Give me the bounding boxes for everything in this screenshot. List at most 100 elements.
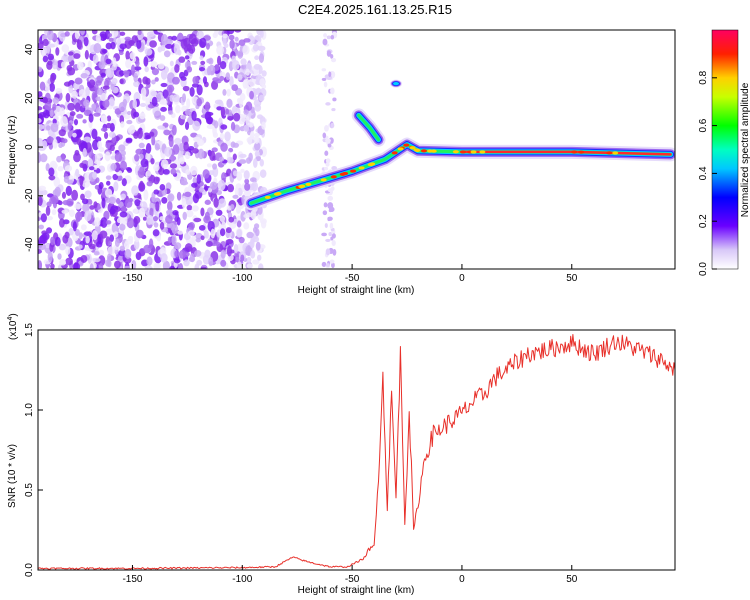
noise-cell <box>184 121 190 131</box>
x-tick-label: 0 <box>459 574 465 585</box>
noise-cell <box>239 153 247 159</box>
noise-cell <box>144 66 149 73</box>
noise-cell <box>236 261 242 269</box>
noise-cell <box>50 122 59 133</box>
noise-cell <box>88 166 95 171</box>
noise-cell <box>254 151 260 157</box>
noise-cell <box>48 167 55 177</box>
noise-cell <box>153 176 160 185</box>
noise-cell <box>55 87 63 94</box>
noise-cell <box>112 173 118 181</box>
noise-cell <box>50 236 55 246</box>
noise-cell <box>72 132 77 138</box>
noise-cell <box>154 143 160 151</box>
noise-cell <box>44 101 52 110</box>
noise-cell <box>140 87 147 98</box>
noise-cell <box>160 82 168 88</box>
noise-cell <box>58 218 65 228</box>
noise-cell <box>202 76 208 85</box>
colorbar-ticks: 0.0 0.2 0.4 0.6 0.8 <box>698 70 717 276</box>
noise-cell <box>63 176 70 184</box>
noise-cell <box>151 68 160 76</box>
noise-cell <box>200 235 205 241</box>
noise-cell <box>182 85 190 92</box>
noise-cell <box>38 196 43 207</box>
noise-cell <box>120 121 125 128</box>
noise-cell <box>133 239 140 250</box>
noise-cell <box>105 175 112 180</box>
noise-cell <box>254 55 260 60</box>
noise-cell <box>50 195 59 204</box>
noise-cell <box>84 190 92 199</box>
noise-cell <box>108 37 114 42</box>
noise-cell <box>199 37 207 49</box>
snr-y-multiplier: (x104) <box>7 313 19 340</box>
noise-cell <box>41 34 48 40</box>
track-peak <box>298 184 305 189</box>
noise-cell <box>45 163 50 172</box>
noise-cell <box>321 68 327 72</box>
noise-cell <box>222 35 227 46</box>
noise-cell <box>131 185 139 196</box>
noise-cell <box>228 147 234 153</box>
noise-cell <box>234 186 239 197</box>
noise-cell <box>106 115 112 122</box>
noise-cell <box>163 129 171 136</box>
noise-cell <box>109 234 115 242</box>
noise-cell <box>243 222 250 230</box>
noise-cell <box>75 229 80 237</box>
noise-cell <box>174 250 180 258</box>
noise-cell <box>255 75 261 83</box>
noise-cell <box>182 211 187 221</box>
noise-cell <box>98 60 106 70</box>
track-peak <box>339 172 346 176</box>
noise-cell <box>170 222 175 231</box>
noise-cell <box>119 160 128 171</box>
noise-cell <box>106 67 114 78</box>
noise-cell <box>91 230 98 241</box>
noise-cell <box>120 193 127 200</box>
noise-cell <box>136 40 142 49</box>
noise-cell <box>151 79 156 85</box>
colorbar: 0.0 0.2 0.4 0.6 0.8 Normalized spectral ampl… <box>698 29 750 276</box>
noise-cell <box>38 66 43 73</box>
noise-cell <box>187 44 196 54</box>
noise-cell <box>98 181 104 190</box>
noise-cell <box>65 257 73 266</box>
noise-cell <box>332 248 337 256</box>
y-tick-label: -40 <box>24 237 35 252</box>
noise-cell <box>252 44 260 52</box>
noise-cell <box>114 238 120 247</box>
noise-cell <box>331 262 335 269</box>
noise-cell <box>156 93 162 103</box>
noise-cell <box>127 126 136 135</box>
noise-cell <box>220 259 227 267</box>
noise-cell <box>233 243 239 254</box>
noise-cell <box>228 34 235 41</box>
noise-cell <box>329 259 335 264</box>
noise-cell <box>125 59 132 69</box>
noise-cell <box>323 81 328 88</box>
noise-cell <box>135 229 144 239</box>
noise-cell <box>188 222 195 230</box>
noise-cell <box>144 48 153 56</box>
noise-cell <box>226 88 231 97</box>
noise-cell <box>221 220 226 231</box>
noise-cell <box>67 67 76 76</box>
noise-cell <box>188 256 196 263</box>
noise-cell <box>167 236 172 244</box>
noise-cell <box>176 216 181 226</box>
noise-cell <box>253 63 261 70</box>
noise-cell <box>240 64 246 70</box>
spectrogram-frame <box>37 29 676 270</box>
noise-cell <box>232 153 237 161</box>
noise-cell <box>159 115 166 122</box>
track-peak <box>452 150 459 154</box>
noise-cell <box>109 96 115 107</box>
noise-cell <box>150 157 155 165</box>
spectrogram-y-ticks: -40 -20 0 20 40 <box>24 44 43 252</box>
noise-cell <box>114 152 123 163</box>
noise-cell <box>162 260 170 269</box>
noise-cell <box>216 55 222 66</box>
noise-cell <box>188 33 197 45</box>
